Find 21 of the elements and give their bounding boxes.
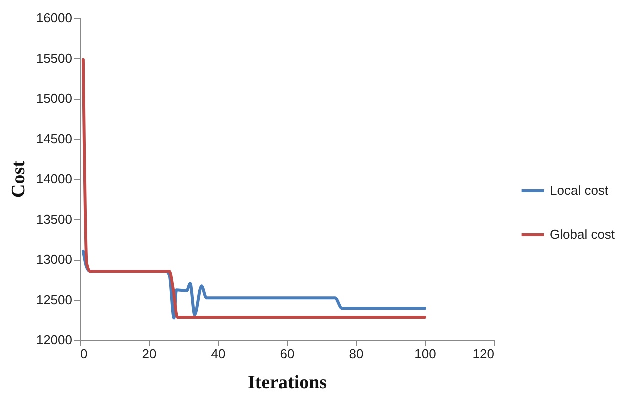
x-tick-label: 20: [142, 346, 157, 362]
y-tick-label: 14500: [36, 131, 72, 146]
y-tick-label: 14000: [36, 172, 72, 186]
x-tick-label: 40: [211, 346, 226, 362]
x-tick-label: 0: [80, 346, 88, 362]
legend-label: Local cost: [550, 183, 609, 198]
x-tick-label: 100: [414, 346, 436, 362]
y-axis-title: Cost: [8, 160, 30, 198]
y-tick-label: 13000: [36, 252, 72, 267]
line-series: [82, 58, 426, 319]
x-axis-title: Iterations: [248, 372, 328, 394]
x-tick-label: 120: [472, 346, 494, 362]
y-tick-label: 12500: [36, 292, 72, 308]
y-tick-label: 13500: [36, 212, 72, 227]
y-tick-label: 15000: [36, 91, 72, 106]
x-tick-label: 60: [280, 346, 295, 362]
legend-label: Global cost: [550, 227, 616, 242]
y-tick-label: 12000: [36, 332, 72, 348]
x-tick-label: 80: [349, 346, 364, 362]
y-tick-label: 15500: [36, 50, 72, 66]
y-tick-label: 16000: [36, 10, 72, 26]
